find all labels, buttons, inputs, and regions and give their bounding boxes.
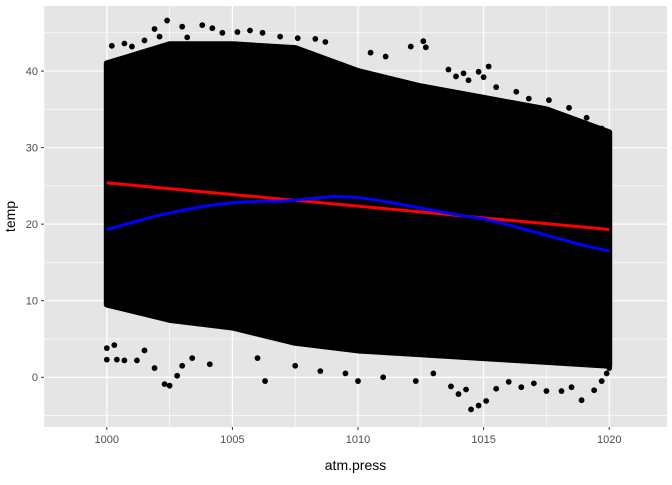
data-point	[598, 125, 605, 132]
data-point	[342, 370, 349, 377]
smooth-fit-line	[106, 195, 610, 253]
data-point	[603, 370, 610, 377]
data-point	[430, 370, 437, 377]
data-point	[483, 398, 490, 404]
data-point	[113, 356, 120, 363]
data-point	[199, 22, 206, 29]
data-point	[219, 29, 226, 36]
data-point	[277, 33, 284, 40]
data-point	[460, 70, 467, 77]
data-point	[164, 17, 170, 24]
x-tick-label: 1005	[220, 434, 244, 446]
x-tick-label: 1020	[597, 434, 621, 446]
data-point	[209, 25, 216, 32]
outlier-points	[103, 17, 613, 413]
data-point	[525, 95, 532, 102]
data-point	[234, 29, 241, 35]
y-tick-label: 40	[26, 66, 38, 78]
data-point	[121, 40, 128, 47]
data-point	[174, 372, 181, 379]
data-point	[355, 378, 361, 384]
data-point	[453, 73, 459, 80]
data-point	[583, 114, 590, 121]
data-point	[108, 42, 115, 49]
data-point	[598, 378, 605, 384]
data-point	[480, 74, 487, 81]
data-point	[475, 402, 482, 409]
y-tick-label: 20	[26, 219, 38, 231]
y-tick-label: 0	[32, 372, 38, 384]
y-tick-label: 30	[26, 143, 38, 155]
data-point	[445, 66, 452, 73]
data-point	[513, 88, 520, 95]
data-point	[262, 378, 268, 384]
data-point	[543, 388, 550, 394]
data-point	[151, 365, 158, 371]
y-axis-ticks: 0 10 20 30 40	[26, 66, 44, 384]
data-point	[566, 104, 572, 111]
data-point	[578, 397, 585, 404]
data-point	[259, 29, 266, 36]
data-point	[161, 381, 168, 388]
data-point	[367, 49, 374, 56]
fit-lines	[106, 181, 610, 253]
data-point	[103, 345, 110, 352]
data-point	[420, 38, 427, 45]
data-point	[591, 387, 598, 394]
data-point	[121, 357, 128, 364]
data-point	[151, 26, 158, 32]
x-axis-title: atm.press	[325, 457, 386, 473]
x-axis-ticks: 1000 1005 1010 1015 1020	[95, 427, 621, 446]
data-point	[412, 378, 419, 384]
data-point	[493, 385, 500, 392]
data-point	[189, 355, 196, 362]
data-point	[317, 368, 324, 375]
data-point	[179, 362, 186, 369]
data-point	[294, 35, 301, 42]
data-point	[179, 23, 186, 30]
data-point	[322, 39, 329, 45]
data-point	[407, 43, 414, 50]
data-point	[247, 27, 253, 34]
data-point	[382, 53, 389, 60]
y-tick-label: 10	[26, 296, 38, 308]
data-point	[448, 383, 454, 390]
data-point	[518, 384, 525, 391]
data-point	[134, 357, 140, 364]
data-point	[312, 36, 319, 42]
data-point	[156, 33, 163, 40]
data-point	[493, 84, 500, 91]
data-point	[468, 406, 474, 413]
x-tick-label: 1000	[95, 434, 119, 446]
data-point	[465, 77, 472, 84]
y-axis-title: temp	[2, 201, 18, 232]
linear-fit-line	[106, 181, 610, 232]
data-point	[141, 347, 148, 354]
data-point	[558, 388, 565, 394]
data-point	[111, 342, 118, 348]
data-point	[606, 365, 613, 371]
data-point	[463, 386, 469, 393]
data-point	[141, 37, 148, 44]
data-point	[166, 382, 173, 389]
data-point	[530, 380, 537, 387]
data-point	[254, 355, 261, 362]
data-point	[568, 384, 575, 391]
data-point	[206, 361, 213, 368]
data-point	[505, 378, 512, 385]
data-point	[422, 44, 429, 51]
data-point	[184, 34, 191, 41]
data-point	[475, 68, 482, 75]
data-point	[485, 63, 492, 70]
data-point	[103, 356, 110, 363]
data-point	[455, 391, 462, 397]
x-tick-label: 1010	[346, 434, 370, 446]
x-tick-label: 1015	[471, 434, 495, 446]
data-point	[380, 374, 387, 381]
data-point	[546, 97, 552, 104]
data-point	[129, 43, 135, 50]
data-point	[292, 362, 299, 369]
